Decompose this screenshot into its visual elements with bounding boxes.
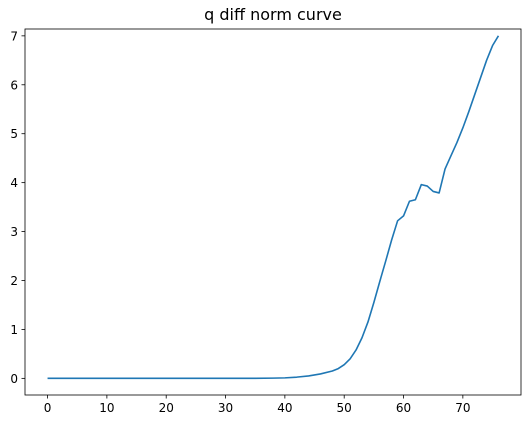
series-line [47, 35, 500, 380]
plot-frame [24, 28, 522, 396]
x-tick-label: 30 [218, 401, 233, 415]
y-tick-label: 7 [10, 29, 18, 43]
chart-title: q diff norm curve [204, 5, 342, 24]
x-tick-label: 10 [99, 401, 114, 415]
plot-area [47, 35, 500, 380]
x-tick-label: 0 [44, 401, 52, 415]
x-tick-label: 40 [277, 401, 292, 415]
x-axis: 0 10 20 30 40 50 60 70 [44, 395, 470, 415]
y-tick-label: 3 [10, 225, 18, 239]
y-tick-label: 6 [10, 78, 18, 92]
y-tick-label: 5 [10, 127, 18, 141]
y-tick-label: 4 [10, 176, 18, 190]
y-axis: 0 1 2 3 4 5 6 7 [10, 29, 25, 386]
y-tick-label: 2 [10, 274, 18, 288]
x-tick-label: 50 [337, 401, 352, 415]
x-tick-label: 60 [396, 401, 411, 415]
y-tick-label: 0 [10, 372, 18, 386]
x-tick-label: 20 [159, 401, 174, 415]
y-tick-label: 1 [10, 323, 18, 337]
x-tick-label: 70 [455, 401, 470, 415]
